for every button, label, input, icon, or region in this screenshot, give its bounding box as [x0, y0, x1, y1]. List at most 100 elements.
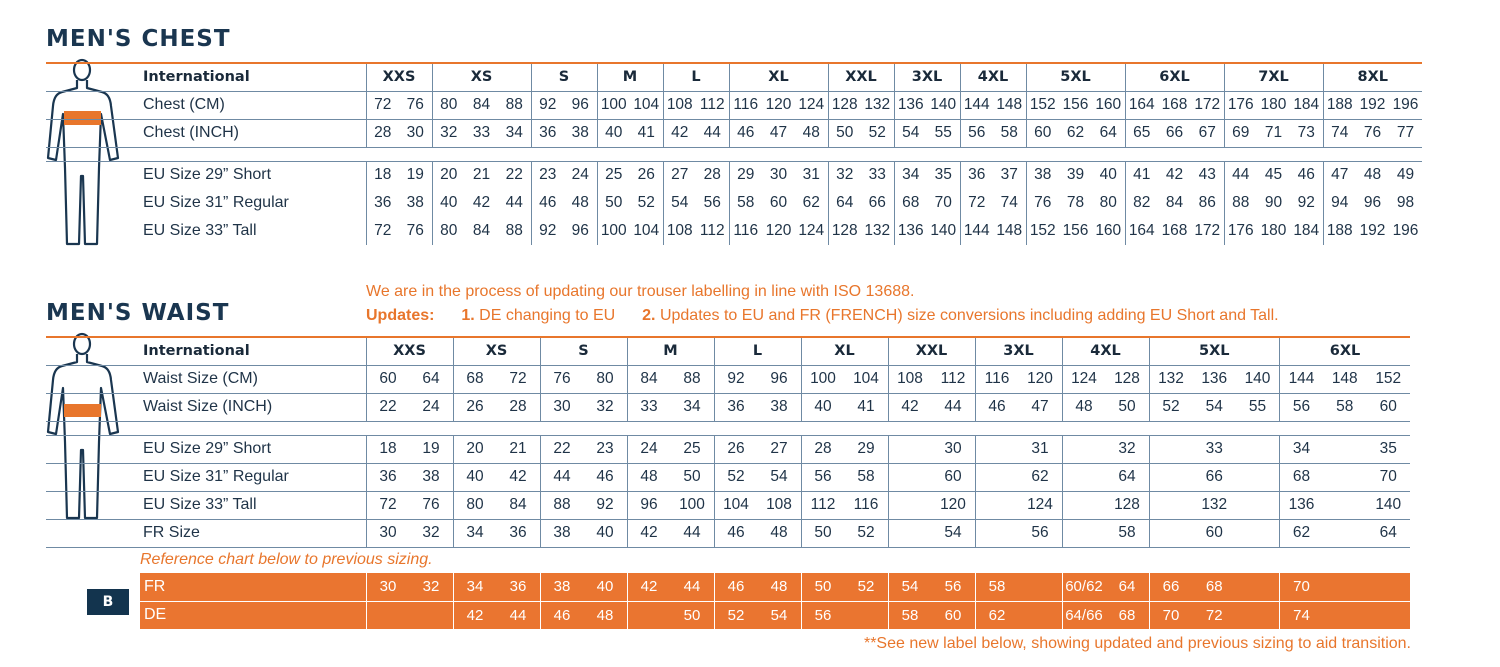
- size-value: 62: [802, 194, 820, 211]
- size-value: 88: [670, 365, 714, 394]
- size-value: 124: [795, 91, 828, 120]
- size-value: 192: [1359, 222, 1386, 239]
- legacy-value: [1019, 573, 1063, 601]
- size-value: 41: [1124, 161, 1158, 189]
- size-value: 136: [1192, 365, 1236, 394]
- size-value: 116: [728, 91, 762, 120]
- size-value: [1061, 463, 1106, 492]
- size-value: 94: [1322, 189, 1356, 217]
- size-value: 52: [844, 519, 888, 548]
- size-value: 160: [1092, 91, 1125, 120]
- size-value: 41: [844, 393, 888, 422]
- size-value: 80: [431, 91, 465, 120]
- legacy-value: 64/66: [1061, 600, 1106, 629]
- size-value: 64: [409, 365, 453, 394]
- size-value: 80: [1099, 194, 1117, 211]
- size-value: 39: [1066, 166, 1085, 184]
- size-value: [1148, 463, 1193, 492]
- size-value: 104: [630, 91, 663, 120]
- legacy-value: 46: [539, 600, 584, 629]
- size-value: 124: [1061, 365, 1106, 394]
- footnote: **See new label below, showing updated a…: [863, 635, 1411, 652]
- table-row: EU Size 31” Regular 36 38 40 42 44 46 48 50 52 54 5…: [46, 189, 1422, 217]
- size-value: 84: [1165, 194, 1184, 211]
- size-value: 40: [1099, 166, 1117, 184]
- size-value: 56: [703, 194, 721, 211]
- size-value: 26: [452, 393, 497, 422]
- size-value: 74: [1322, 119, 1356, 148]
- size-value: 88: [505, 222, 523, 239]
- size-value: 44: [505, 194, 523, 211]
- size-header: XXL: [887, 336, 975, 366]
- row-label: FR Size: [138, 519, 366, 548]
- row-label: International: [138, 336, 366, 366]
- legacy-value: 66: [1148, 573, 1193, 601]
- size-value: 56: [800, 463, 845, 492]
- size-value: [974, 519, 1019, 548]
- update-2-num: 2.: [642, 307, 656, 324]
- waist-bottom-rows: EU Size 29” Short 18 19 20 21 22 23 24 25 26 27 28 2…: [46, 435, 1410, 548]
- legacy-value: 58: [887, 600, 932, 629]
- size-value: 52: [713, 463, 758, 492]
- size-value: 144: [959, 91, 993, 120]
- size-value: 52: [1148, 393, 1193, 422]
- size-header: 5XL: [1025, 62, 1125, 92]
- legacy-value: [1323, 600, 1367, 629]
- legacy-value: 52: [857, 578, 875, 596]
- size-value: 180: [1260, 222, 1287, 239]
- size-value: 33: [626, 393, 671, 422]
- size-value: [887, 519, 932, 548]
- size-value: 128: [1105, 365, 1149, 394]
- size-value: 104: [844, 365, 888, 394]
- size-value: 84: [472, 222, 491, 239]
- size-value: 31: [802, 166, 820, 184]
- size-value: 76: [1025, 189, 1059, 217]
- size-value: 86: [1198, 194, 1216, 211]
- legacy-value: 40: [596, 578, 614, 596]
- size-value: 32: [431, 119, 465, 148]
- size-value: 19: [406, 166, 424, 184]
- row-label: DE: [140, 600, 366, 629]
- size-value: 68: [893, 189, 927, 217]
- size-value: 72: [959, 189, 993, 217]
- size-value: [1323, 435, 1367, 464]
- size-value: 26: [713, 435, 758, 464]
- size-value: 140: [927, 91, 960, 120]
- size-value: 88: [539, 491, 584, 520]
- size-value: 33: [868, 166, 886, 184]
- size-value: [1323, 491, 1367, 520]
- size-value: 184: [1293, 222, 1320, 239]
- size-value: 37: [1000, 166, 1018, 184]
- size-value: 108: [757, 491, 801, 520]
- size-value: 54: [931, 519, 975, 548]
- legacy-value: [1236, 600, 1280, 629]
- size-value: 104: [633, 222, 660, 239]
- size-value: 56: [1018, 519, 1062, 548]
- size-value: 22: [505, 166, 523, 184]
- size-value: 92: [530, 91, 564, 120]
- size-value: 144: [1279, 365, 1323, 394]
- size-value: 68: [1279, 463, 1323, 492]
- legacy-value: [1323, 573, 1367, 601]
- size-value: 25: [596, 161, 630, 189]
- size-value: 21: [472, 166, 491, 184]
- size-value: 98: [1396, 194, 1415, 211]
- row-label: EU Size 31” Regular: [143, 194, 289, 211]
- size-value: 38: [409, 463, 453, 492]
- size-value: 96: [564, 91, 597, 120]
- legacy-value: 32: [422, 578, 440, 596]
- size-value: 58: [728, 189, 762, 217]
- size-value: 112: [800, 491, 845, 520]
- size-value: 92: [583, 491, 627, 520]
- chest-size-row: International XXS XS S M L XL XXL 3XL 4X…: [46, 62, 1422, 92]
- size-value: 60: [1366, 393, 1410, 422]
- legacy-row: FR 30 32 34 36 38 40 42 44 46 48 50 52 54 56 58 60/62 64 6…: [140, 573, 1410, 601]
- size-value: 56: [959, 119, 993, 148]
- legacy-row: DE 42 44 46 48 50 52 54 56 58 60 62 64/66 68 70 72 74: [140, 600, 1410, 629]
- size-value: 70: [1366, 463, 1410, 492]
- size-value: 108: [662, 217, 696, 245]
- legacy-value: [844, 600, 888, 629]
- size-value: 32: [583, 393, 627, 422]
- size-value: 40: [583, 519, 627, 548]
- size-value: [974, 463, 1019, 492]
